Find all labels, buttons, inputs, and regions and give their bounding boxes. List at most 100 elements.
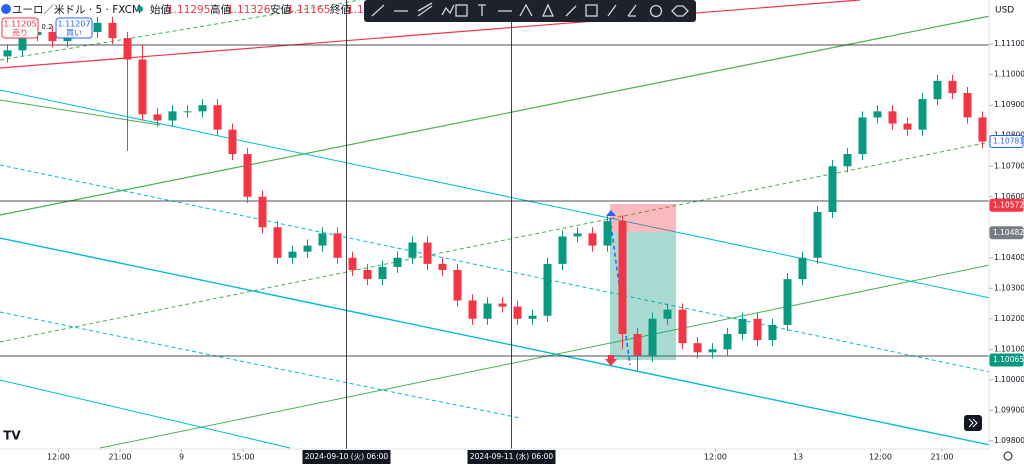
candle-body	[603, 221, 612, 246]
candle-body	[633, 334, 642, 356]
candle-body	[798, 257, 807, 280]
candle-body	[213, 105, 222, 130]
price-label-bg	[989, 198, 1024, 212]
candle-body	[48, 32, 57, 42]
y-tick-label: 1.09800	[994, 436, 1024, 445]
price-label: 1.10482	[993, 228, 1024, 237]
ohlc-value: 1.11165	[287, 4, 330, 16]
tool-channel[interactable]	[417, 2, 433, 17]
candle-body	[663, 309, 672, 319]
y-tick-label: 1.10100	[994, 344, 1024, 353]
symbol[interactable]: ユーロ／米ドル · 5 · FXCM	[12, 3, 141, 16]
candle-body	[243, 154, 252, 197]
ohlc-value: 1.11295	[167, 4, 210, 16]
crosshair-label-bg	[302, 450, 391, 464]
price-label-bg	[989, 135, 1024, 149]
candle-body	[648, 318, 657, 356]
candle-body	[453, 269, 462, 301]
candle-body	[888, 111, 897, 124]
candle-body	[393, 257, 402, 267]
candle-body	[933, 80, 942, 100]
buy-button[interactable]	[55, 17, 93, 39]
y-tick-label: 1.10300	[994, 283, 1024, 292]
y-tick-label: 1.11000	[994, 70, 1024, 79]
tool-pen[interactable]	[607, 4, 617, 17]
sell-label: 売り	[12, 28, 28, 38]
candle-body	[768, 324, 777, 341]
crosshair-label: 2024-09-11 (水) 06:00	[470, 451, 554, 461]
x-tick-label: 13	[793, 453, 803, 462]
tool-rect[interactable]	[455, 4, 468, 17]
scroll-icon	[968, 418, 978, 428]
candle-body	[513, 306, 522, 319]
candle-body	[228, 129, 237, 155]
axes: 1.09800 1.09900 1.10000 1.10100 1.10200 1.103…	[47, 39, 1024, 464]
x-tick-label: 21:00	[108, 453, 131, 462]
candle-body	[708, 349, 717, 353]
drawings	[0, 0, 991, 449]
y-tick-label: 1.10400	[994, 253, 1024, 262]
tool-grid[interactable]	[585, 4, 598, 17]
candle-body	[303, 245, 312, 252]
tool-text[interactable]	[478, 4, 486, 16]
price-label: 1.10572	[993, 200, 1024, 209]
x-tick-label: 15:00	[231, 453, 254, 462]
candle-body	[198, 105, 207, 112]
y-tick-label: 1.10000	[994, 375, 1024, 384]
candle-body	[483, 303, 492, 319]
tool-shape[interactable]	[671, 5, 689, 17]
y-tick-label: 1.10700	[994, 161, 1024, 170]
x-tick-label: 12:00	[704, 453, 727, 462]
candle-body	[273, 227, 282, 258]
candle-body	[363, 269, 372, 280]
y-tick-label: 1.10200	[994, 314, 1024, 323]
tool-brush[interactable]	[565, 5, 577, 17]
x-tick-label: 12:00	[47, 453, 70, 462]
drawing-toolbar	[364, 0, 696, 22]
spread: 0.2	[41, 23, 52, 31]
sell-button[interactable]	[1, 17, 39, 39]
candle-body	[753, 318, 762, 341]
candle-body	[978, 117, 987, 142]
candle-body	[873, 111, 882, 118]
tool-triangle[interactable]	[519, 3, 533, 17]
tv-logo[interactable]: TV	[3, 429, 21, 443]
candle-body	[498, 303, 507, 307]
tool-trendline[interactable]	[371, 4, 385, 17]
settings[interactable]	[1003, 451, 1013, 461]
price-axis	[989, 0, 1024, 450]
candle-body	[948, 80, 957, 94]
sell-price: 1.11205	[3, 20, 36, 29]
tool-pattern[interactable]	[441, 4, 455, 16]
ohlc-value: 1.11326	[227, 4, 271, 16]
candle-body	[858, 117, 867, 155]
ohlc-name: 終値	[330, 3, 351, 16]
candle-body	[738, 318, 747, 335]
candle-body	[333, 233, 342, 258]
price-label-bg	[989, 226, 1024, 240]
ohlc-name: 高値	[210, 3, 231, 16]
tool-fib[interactable]	[541, 3, 555, 17]
candle-body	[543, 263, 552, 316]
tool-circle[interactable]	[649, 4, 663, 18]
crosshair-label-bg	[467, 450, 556, 464]
candle-body	[843, 154, 852, 167]
price-label-bg	[989, 353, 1024, 367]
currency[interactable]: USD	[995, 6, 1014, 16]
candle-body	[378, 266, 387, 280]
y-tick-label: 1.09900	[994, 405, 1024, 414]
candle-body	[318, 233, 327, 246]
candle-body	[18, 35, 27, 51]
candle-body	[573, 233, 582, 237]
candle-body	[408, 242, 417, 258]
candle-body	[183, 111, 192, 113]
buy-price: 1.11207	[57, 20, 90, 29]
tool-path[interactable]	[627, 4, 637, 17]
candle-body	[678, 309, 687, 344]
candle-body	[153, 114, 162, 121]
candle-body	[438, 263, 447, 270]
y-tick-label: 1.10600	[994, 192, 1024, 201]
footer: TV	[3, 415, 1013, 461]
